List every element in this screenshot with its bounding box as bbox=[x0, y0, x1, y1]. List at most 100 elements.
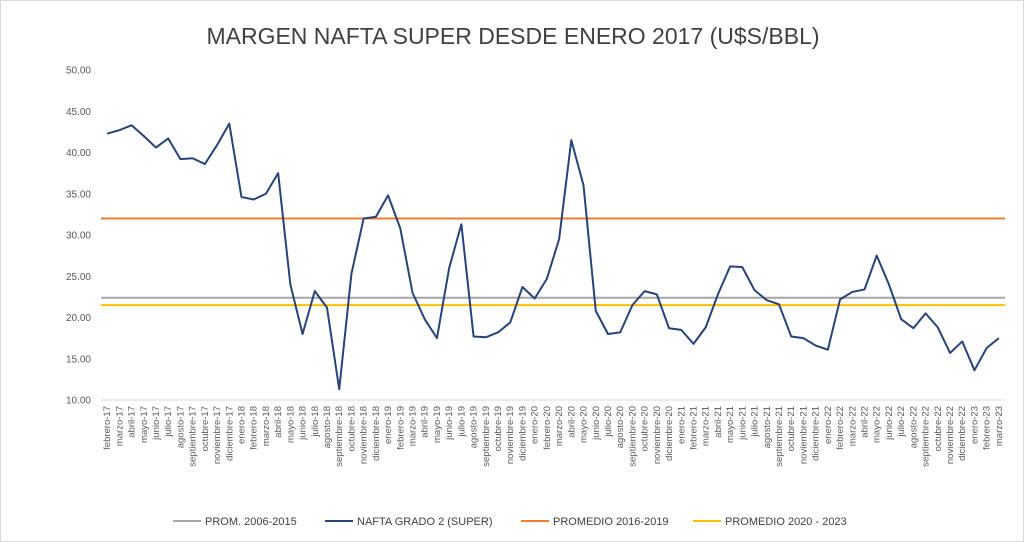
x-tick-label: agosto-20 bbox=[615, 406, 626, 448]
data-point bbox=[558, 238, 560, 240]
x-tick-label: octubre-22 bbox=[933, 406, 944, 451]
x-tick-label: enero-18 bbox=[236, 406, 247, 444]
data-point bbox=[534, 298, 536, 300]
data-point bbox=[277, 172, 279, 174]
data-point bbox=[473, 335, 475, 337]
data-point bbox=[619, 331, 621, 333]
x-tick-label: febrero-22 bbox=[835, 406, 846, 450]
x-tick-label: junio-18 bbox=[298, 406, 309, 441]
x-tick-label: octubre-19 bbox=[493, 406, 504, 451]
legend-label: PROM. 2006-2015 bbox=[205, 516, 297, 528]
data-point bbox=[509, 321, 511, 323]
data-point bbox=[265, 193, 267, 195]
data-point bbox=[729, 265, 731, 267]
data-point bbox=[815, 345, 817, 347]
data-point bbox=[937, 326, 939, 328]
x-tick-label: mayo-21 bbox=[725, 406, 736, 443]
x-tick-label: abril-21 bbox=[713, 406, 724, 438]
x-tick-label: diciembre-22 bbox=[957, 406, 968, 461]
x-tick-label: mayo-19 bbox=[432, 406, 443, 443]
x-tick-label: septiembre-19 bbox=[481, 406, 492, 467]
x-tick-label: noviembre-20 bbox=[652, 406, 663, 464]
data-point bbox=[302, 333, 304, 335]
data-point bbox=[363, 218, 365, 220]
y-tick-label: 40.00 bbox=[66, 148, 91, 159]
x-tick-label: junio-20 bbox=[591, 406, 602, 441]
data-point bbox=[460, 223, 462, 225]
x-tick-label: febrero-21 bbox=[688, 406, 699, 450]
data-point bbox=[949, 352, 951, 354]
x-tick-label: diciembre-18 bbox=[371, 406, 382, 461]
legend-label: PROMEDIO 2020 - 2023 bbox=[725, 516, 847, 528]
data-point bbox=[888, 284, 890, 286]
x-tick-label: julio-18 bbox=[310, 406, 321, 438]
y-tick-label: 10.00 bbox=[66, 396, 91, 407]
data-point bbox=[192, 157, 194, 159]
x-tick-label: abril-20 bbox=[566, 406, 577, 438]
x-tick-label: septiembre-18 bbox=[334, 406, 345, 467]
x-tick-label: octubre-18 bbox=[346, 406, 357, 451]
data-point bbox=[118, 129, 120, 131]
data-point bbox=[790, 335, 792, 337]
data-point bbox=[595, 310, 597, 312]
data-point bbox=[314, 290, 316, 292]
x-tick-label: junio-19 bbox=[444, 406, 455, 441]
x-tick-label: enero-20 bbox=[530, 406, 541, 444]
y-tick-label: 20.00 bbox=[66, 313, 91, 324]
data-point bbox=[583, 185, 585, 187]
x-tick-label: octubre-20 bbox=[640, 406, 651, 451]
x-tick-label: agosto-22 bbox=[908, 406, 919, 448]
data-point bbox=[961, 340, 963, 342]
x-tick-label: agosto-18 bbox=[322, 406, 333, 448]
x-tick-label: noviembre-21 bbox=[798, 406, 809, 464]
data-point bbox=[631, 304, 633, 306]
chart-title: MARGEN NAFTA SUPER DESDE ENERO 2017 (U$S… bbox=[206, 23, 820, 49]
data-point bbox=[717, 293, 719, 295]
y-tick-label: 25.00 bbox=[66, 272, 91, 283]
x-tick-label: agosto-17 bbox=[175, 406, 186, 448]
data-point bbox=[778, 303, 780, 305]
x-tick-label: septiembre-20 bbox=[627, 406, 638, 467]
x-tick-label: septiembre-22 bbox=[921, 406, 932, 467]
data-point bbox=[680, 329, 682, 331]
data-point bbox=[973, 369, 975, 371]
x-tick-label: mayo-20 bbox=[579, 406, 590, 443]
data-point bbox=[387, 194, 389, 196]
y-tick-label: 50.00 bbox=[66, 66, 91, 77]
x-tick-label: mayo-17 bbox=[139, 406, 150, 443]
x-tick-label: julio-22 bbox=[896, 406, 907, 438]
data-point bbox=[338, 388, 340, 390]
data-point bbox=[289, 284, 291, 286]
data-point bbox=[827, 349, 829, 351]
data-point bbox=[350, 273, 352, 275]
x-tick-label: enero-22 bbox=[823, 406, 834, 444]
x-tick-label: junio-21 bbox=[737, 406, 748, 441]
data-point bbox=[864, 288, 866, 290]
data-point bbox=[131, 124, 133, 126]
data-point bbox=[900, 318, 902, 320]
x-tick-label: abril-18 bbox=[273, 406, 284, 438]
data-point bbox=[216, 144, 218, 146]
data-point bbox=[839, 298, 841, 300]
x-tick-label: julio-20 bbox=[603, 406, 614, 438]
x-tick-label: marzo-18 bbox=[261, 406, 272, 446]
data-point bbox=[253, 199, 255, 201]
x-tick-label: marzo-22 bbox=[847, 406, 858, 446]
x-tick-label: noviembre-18 bbox=[359, 406, 370, 464]
x-tick-label: abril-22 bbox=[860, 406, 871, 438]
x-tick-label: agosto-21 bbox=[762, 406, 773, 448]
x-tick-label: febrero-18 bbox=[249, 406, 260, 450]
data-point bbox=[412, 292, 414, 294]
x-tick-label: julio-17 bbox=[163, 406, 174, 438]
x-tick-label: febrero-17 bbox=[102, 406, 113, 450]
y-tick-label: 45.00 bbox=[66, 107, 91, 118]
data-point bbox=[644, 290, 646, 292]
data-point bbox=[448, 267, 450, 269]
x-tick-label: agosto-19 bbox=[469, 406, 480, 448]
data-point bbox=[375, 216, 377, 218]
x-tick-label: julio-21 bbox=[750, 406, 761, 438]
data-point bbox=[228, 123, 230, 125]
data-point bbox=[705, 326, 707, 328]
x-tick-label: febrero-19 bbox=[395, 406, 406, 450]
y-tick-label: 35.00 bbox=[66, 189, 91, 200]
